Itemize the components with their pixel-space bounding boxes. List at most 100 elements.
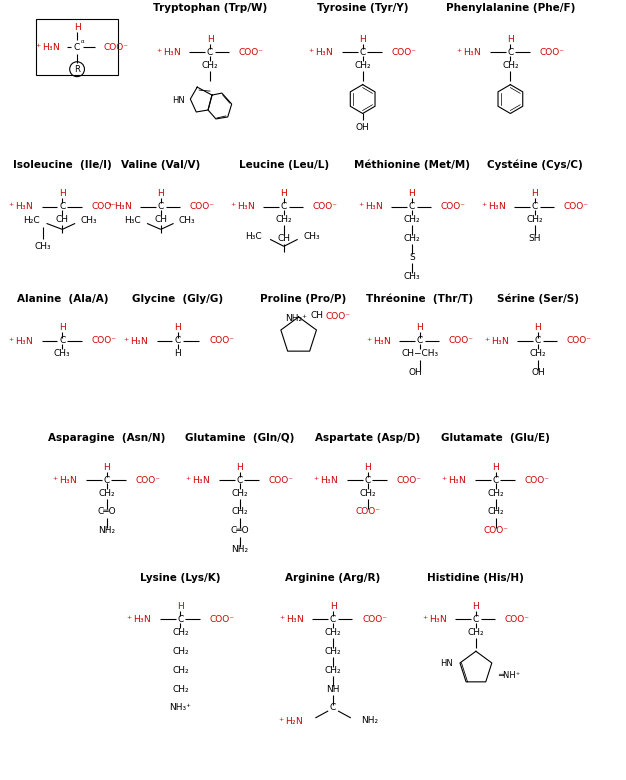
Text: CH₂: CH₂ xyxy=(172,628,189,636)
Text: CH₂: CH₂ xyxy=(172,647,189,656)
Text: Asparagine  (Asn/N): Asparagine (Asn/N) xyxy=(48,434,165,443)
Text: H: H xyxy=(74,23,81,32)
Text: CH₂: CH₂ xyxy=(231,508,248,516)
Text: CH₂: CH₂ xyxy=(530,349,546,358)
Text: H: H xyxy=(174,324,181,332)
Text: Phenylalanine (Phe/F): Phenylalanine (Phe/F) xyxy=(446,2,575,12)
Text: C: C xyxy=(280,202,287,211)
Text: CH: CH xyxy=(154,215,167,224)
Text: COO⁻: COO⁻ xyxy=(190,202,215,211)
Text: C: C xyxy=(103,476,110,484)
Text: CH₂: CH₂ xyxy=(325,665,341,675)
Text: HN: HN xyxy=(441,658,453,668)
Text: $\mathregular{^+}$H₃N: $\mathregular{^+}$H₃N xyxy=(125,614,151,626)
Text: $\mathregular{^+}$H₃N: $\mathregular{^+}$H₃N xyxy=(184,474,210,486)
Text: NH₃⁺: NH₃⁺ xyxy=(170,704,192,712)
Text: $\mathregular{^+}$H₃N: $\mathregular{^+}$H₃N xyxy=(106,200,132,212)
Text: CH₃: CH₃ xyxy=(304,232,320,241)
Text: Leucine (Leu/L): Leucine (Leu/L) xyxy=(239,160,329,170)
Text: $\mathregular{^+}$H₃N: $\mathregular{^+}$H₃N xyxy=(455,47,481,58)
Text: $\mathregular{^+}$H₃N: $\mathregular{^+}$H₃N xyxy=(7,335,33,346)
Text: C: C xyxy=(507,48,513,57)
Text: Thréonine  (Thr/T): Thréonine (Thr/T) xyxy=(366,294,473,304)
Text: COO⁻: COO⁻ xyxy=(269,476,294,484)
Text: OH: OH xyxy=(531,368,545,378)
Text: H: H xyxy=(59,324,66,332)
Text: COO⁻: COO⁻ xyxy=(449,336,474,346)
Text: NH₂: NH₂ xyxy=(231,545,248,555)
Text: COO⁻: COO⁻ xyxy=(313,202,338,211)
Text: $\mathregular{^+}$H₃N: $\mathregular{^+}$H₃N xyxy=(440,474,466,486)
Text: $\mathregular{^+}$H₃N: $\mathregular{^+}$H₃N xyxy=(121,335,148,346)
Text: C: C xyxy=(535,336,541,346)
Text: COO⁻: COO⁻ xyxy=(91,336,116,346)
Text: HN: HN xyxy=(172,95,185,105)
Text: C: C xyxy=(417,336,423,346)
Text: SH: SH xyxy=(529,234,541,243)
Text: C: C xyxy=(364,476,371,484)
Text: H: H xyxy=(330,602,337,611)
Text: H: H xyxy=(535,324,541,332)
Text: CH₂: CH₂ xyxy=(359,488,376,498)
Text: H₃C: H₃C xyxy=(245,232,262,241)
Text: COO⁻: COO⁻ xyxy=(91,202,116,211)
Text: $\mathregular{^+}$H₂N: $\mathregular{^+}$H₂N xyxy=(277,715,304,727)
Text: COO⁻: COO⁻ xyxy=(396,476,421,484)
Text: H: H xyxy=(531,189,538,198)
Text: COO⁻: COO⁻ xyxy=(483,526,508,535)
Text: CH₃: CH₃ xyxy=(80,216,96,225)
Text: $\mathregular{^+}$H₃N: $\mathregular{^+}$H₃N xyxy=(421,614,447,626)
Text: COO⁻: COO⁻ xyxy=(136,476,161,484)
Text: COO⁻: COO⁻ xyxy=(505,615,530,624)
Text: C: C xyxy=(177,615,183,624)
Text: COO⁻: COO⁻ xyxy=(239,48,264,57)
Text: Lysine (Lys/K): Lysine (Lys/K) xyxy=(140,573,221,583)
Text: CH₂: CH₂ xyxy=(487,488,504,498)
Text: COO⁻: COO⁻ xyxy=(567,336,592,346)
Text: OH: OH xyxy=(409,368,423,378)
Text: R: R xyxy=(74,65,80,73)
Text: H: H xyxy=(103,463,110,472)
Text: Tyrosine (Tyr/Y): Tyrosine (Tyr/Y) xyxy=(317,2,408,12)
Text: CH₂: CH₂ xyxy=(487,508,504,516)
Text: H: H xyxy=(492,463,499,472)
Text: CH₂: CH₂ xyxy=(172,685,189,693)
Text: COO⁻: COO⁻ xyxy=(362,615,387,624)
Text: ═NH⁺: ═NH⁺ xyxy=(498,671,521,679)
Text: CH: CH xyxy=(277,234,290,243)
FancyBboxPatch shape xyxy=(36,20,118,75)
Text: CH₃: CH₃ xyxy=(404,271,420,281)
Text: Alanine  (Ala/A): Alanine (Ala/A) xyxy=(16,294,108,304)
Text: Arginine (Arg/R): Arginine (Arg/R) xyxy=(285,573,381,583)
Text: CH₂: CH₂ xyxy=(404,234,420,243)
Text: COO⁻: COO⁻ xyxy=(355,508,380,516)
Text: $\mathregular{^+}$H₃N: $\mathregular{^+}$H₃N xyxy=(357,200,383,212)
Text: NH₂⁺: NH₂⁺ xyxy=(285,314,307,324)
Text: Sérine (Ser/S): Sérine (Ser/S) xyxy=(497,294,579,304)
Text: C: C xyxy=(59,336,66,346)
Text: NH₂: NH₂ xyxy=(98,526,115,535)
Text: $\mathregular{^+}$H₃N: $\mathregular{^+}$H₃N xyxy=(480,200,506,212)
Text: C: C xyxy=(493,476,499,484)
Text: H: H xyxy=(507,35,514,44)
Text: H: H xyxy=(409,189,415,198)
Text: COO⁻: COO⁻ xyxy=(104,43,129,51)
Text: S: S xyxy=(409,253,415,262)
Text: $\mathregular{^+}$H₃N: $\mathregular{^+}$H₃N xyxy=(34,41,60,53)
Text: H₂C: H₂C xyxy=(23,216,39,225)
Text: CH₂: CH₂ xyxy=(404,215,420,224)
Text: $\mathregular{^+}$H₃N: $\mathregular{^+}$H₃N xyxy=(364,335,391,346)
Text: $\mathregular{^+}$H₃N: $\mathregular{^+}$H₃N xyxy=(312,474,339,486)
Text: H: H xyxy=(177,602,184,611)
Text: COO⁻: COO⁻ xyxy=(210,615,234,624)
Text: C: C xyxy=(409,202,415,211)
Text: H: H xyxy=(174,349,181,358)
Text: $\mathregular{^+}$H₃N: $\mathregular{^+}$H₃N xyxy=(483,335,509,346)
Text: CH: CH xyxy=(310,311,324,321)
Text: H: H xyxy=(359,35,366,44)
Text: CH₂: CH₂ xyxy=(172,665,189,675)
Text: CH₂: CH₂ xyxy=(526,215,543,224)
Text: Valine (Val/V): Valine (Val/V) xyxy=(121,160,200,170)
Text: C: C xyxy=(330,615,336,624)
Text: CH₂: CH₂ xyxy=(354,61,371,69)
